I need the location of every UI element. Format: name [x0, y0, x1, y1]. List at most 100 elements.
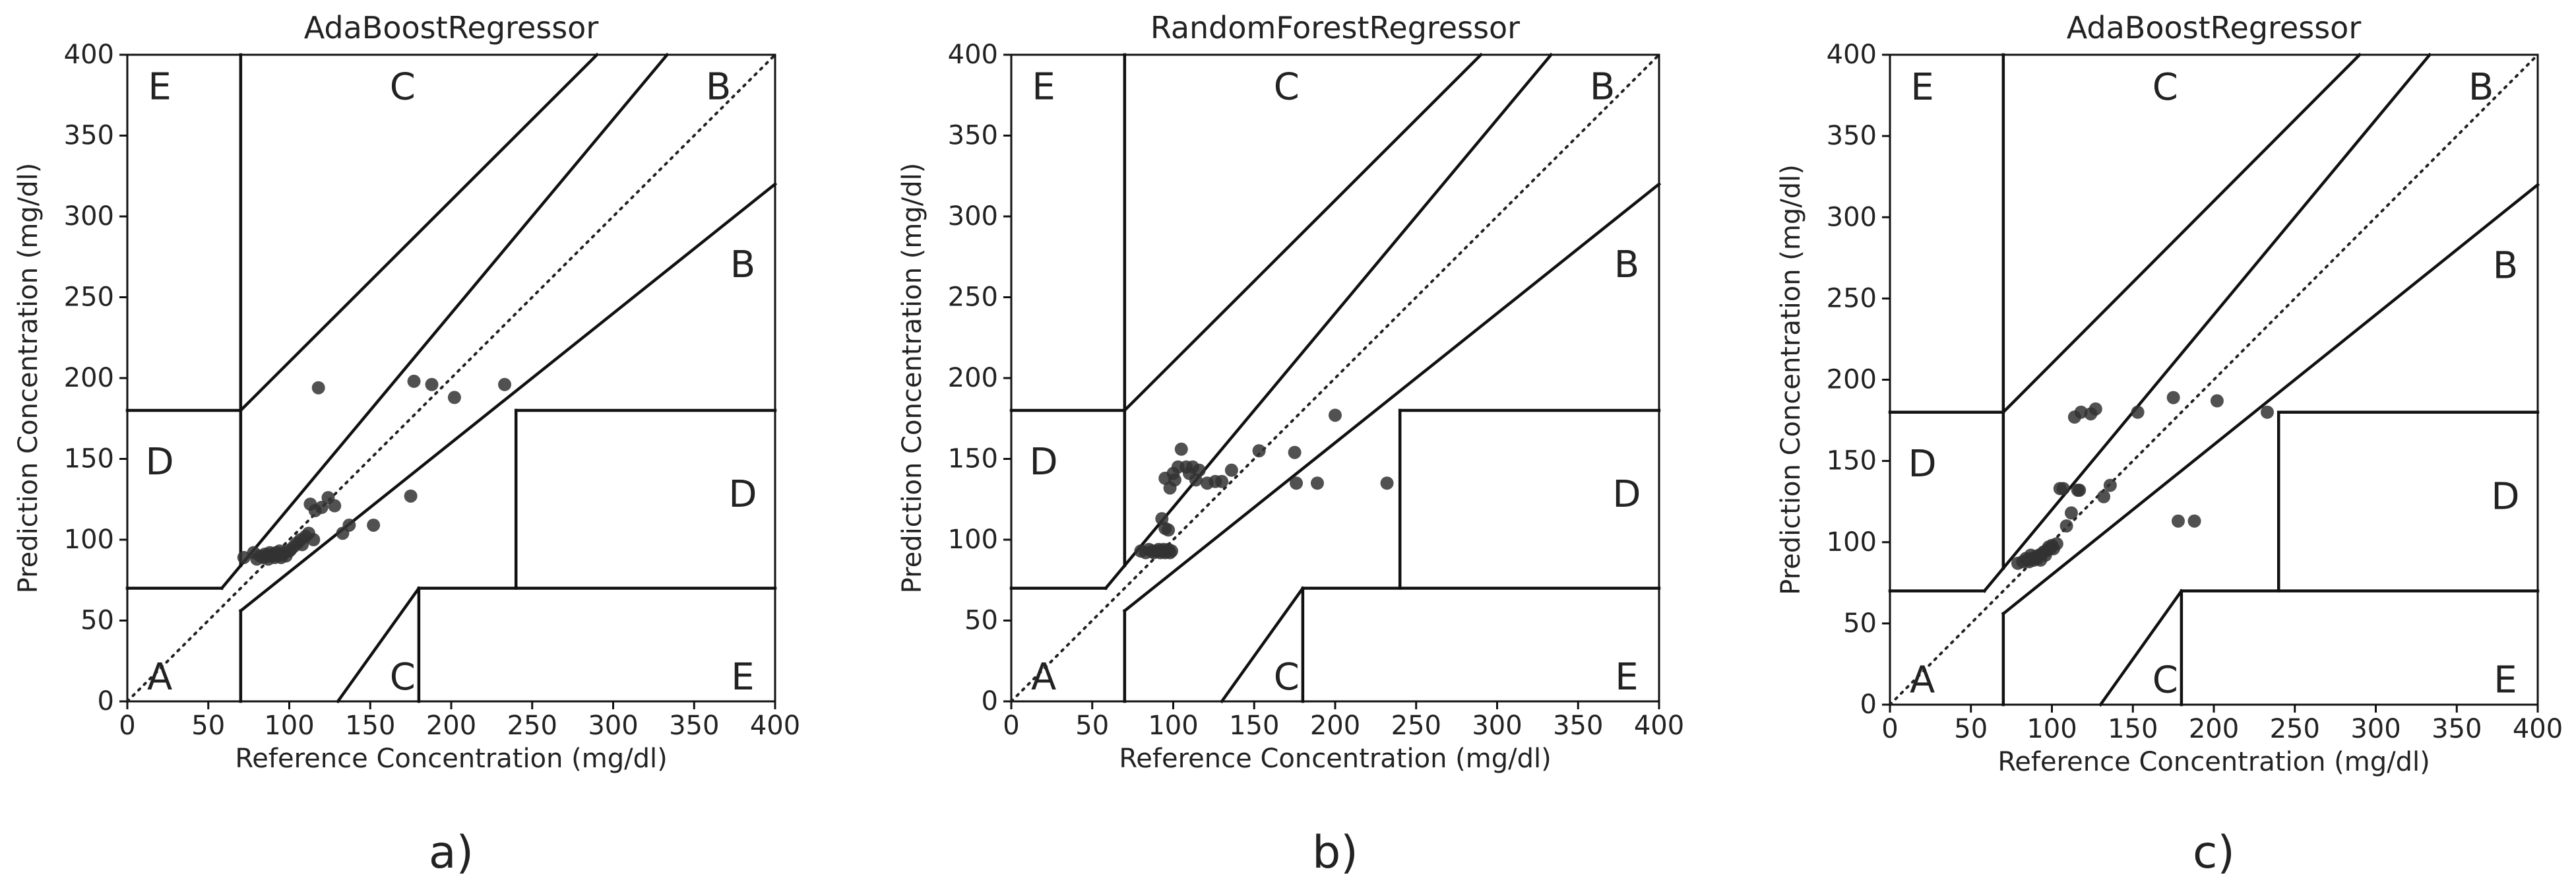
y-tick-label: 250 — [64, 282, 114, 313]
zone-b-upper-label: B — [2468, 66, 2494, 109]
y-tick-label: 400 — [1827, 40, 1877, 70]
zone-b-lower-label: B — [730, 243, 755, 286]
data-point — [1165, 544, 1179, 558]
x-tick-label: 250 — [507, 711, 557, 741]
zone-e-lower-label: E — [731, 656, 754, 699]
data-point — [1252, 444, 1266, 458]
zone-boundary-line — [2001, 52, 2362, 414]
x-tick-label: 200 — [426, 711, 476, 741]
data-point — [2064, 506, 2078, 520]
panel-caption: a) — [429, 827, 474, 879]
zone-d-right-label: D — [2491, 475, 2519, 518]
zone-boundary-line — [1982, 565, 2006, 593]
panel-caption: c) — [2193, 827, 2235, 879]
x-tick-label: 250 — [2270, 714, 2320, 744]
zone-e-upper-label: E — [1032, 66, 1055, 109]
zone-boundary-line — [238, 52, 670, 568]
zone-c-upper-label: C — [390, 66, 416, 109]
y-tick-label: 350 — [1827, 121, 1877, 151]
data-point — [2103, 478, 2117, 492]
y-tick-label: 150 — [1827, 446, 1877, 476]
zone-c-upper-label: C — [2152, 66, 2178, 109]
zone-boundary-line — [1104, 563, 1127, 591]
zone-a-label: A — [147, 656, 172, 699]
y-tick-label: 250 — [948, 282, 998, 313]
x-tick-label: 350 — [669, 711, 719, 741]
chart-title: AdaBoostRegressor — [2067, 10, 2362, 46]
x-tick-label: 200 — [1310, 711, 1360, 741]
clarke-error-grid-chart-2: A B B C C D D E E 0 50 100 150 200 250 300 350 400 0 50 100 1… — [897, 10, 1684, 879]
y-tick-label: 250 — [1827, 283, 1877, 313]
data-point — [2210, 394, 2224, 408]
zone-a-label: A — [1031, 656, 1056, 699]
data-point — [328, 499, 342, 513]
zone-d-right-label: D — [728, 473, 757, 516]
y-tick-label: 350 — [948, 121, 998, 151]
y-tick-label: 200 — [64, 363, 114, 393]
x-tick-label: 350 — [1553, 711, 1603, 741]
x-axis-label: Reference Concentration (mg/dl) — [1119, 744, 1551, 774]
x-tick-label: 0 — [1003, 711, 1019, 741]
x-tick-label: 100 — [264, 711, 314, 741]
zone-e-upper-label: E — [148, 66, 171, 109]
data-point — [2166, 391, 2180, 404]
y-tick-label: 100 — [948, 525, 998, 555]
zone-boundary-line — [2098, 589, 2184, 707]
identity-line — [126, 53, 776, 703]
data-point — [1192, 463, 1206, 477]
zone-b-lower-label: B — [2493, 245, 2518, 288]
zone-d-left-label: D — [1908, 443, 1937, 486]
data-point — [1290, 476, 1304, 490]
y-tick-label: 200 — [1827, 365, 1877, 395]
zone-b-upper-label: B — [706, 66, 731, 109]
data-point — [1329, 408, 1342, 422]
y-axis-label: Prediction Concentration (mg/dl) — [1776, 164, 1806, 595]
zone-boundary-line — [1122, 52, 1554, 568]
data-point — [2074, 405, 2088, 419]
y-tick-label: 50 — [1843, 608, 1877, 639]
y-tick-label: 300 — [948, 201, 998, 232]
zone-boundary-line — [1220, 586, 1305, 704]
chart-title: AdaBoostRegressor — [304, 10, 599, 46]
x-tick-label: 350 — [2432, 714, 2482, 744]
x-tick-label: 400 — [2513, 714, 2563, 744]
y-tick-label: 0 — [1860, 689, 1877, 720]
y-tick-label: 200 — [948, 363, 998, 393]
zone-d-left-label: D — [146, 441, 174, 484]
y-tick-label: 100 — [64, 525, 114, 555]
zone-b-upper-label: B — [1590, 66, 1615, 109]
data-point — [2059, 519, 2073, 533]
zone-boundary-line — [238, 181, 778, 613]
data-point — [237, 550, 251, 564]
zone-boundary-line — [2001, 182, 2540, 616]
data-point — [498, 377, 512, 391]
data-point — [342, 518, 356, 532]
y-axis-label: Prediction Concentration (mg/dl) — [13, 163, 44, 594]
y-tick-label: 400 — [948, 40, 998, 70]
zone-a-label: A — [1910, 659, 1935, 702]
zone-d-right-label: D — [1612, 473, 1641, 516]
x-axis-label: Reference Concentration (mg/dl) — [235, 744, 667, 774]
x-tick-label: 0 — [119, 711, 135, 741]
data-point — [2056, 482, 2070, 496]
clarke-error-grid-chart-1: A B B C C D D E E 0 50 100 150 200 250 300 350 400 0 50 100 1… — [13, 10, 800, 879]
y-tick-label: 0 — [98, 686, 114, 717]
x-tick-label: 150 — [1229, 711, 1279, 741]
y-tick-label: 0 — [982, 686, 998, 717]
y-tick-label: 50 — [964, 606, 998, 636]
x-tick-label: 150 — [345, 711, 395, 741]
data-point — [2171, 514, 2185, 528]
zone-b-lower-label: B — [1614, 243, 1639, 286]
data-point — [407, 374, 421, 388]
data-point — [1174, 442, 1188, 456]
x-tick-label: 150 — [2108, 714, 2158, 744]
zone-boundary-line — [238, 52, 600, 413]
data-point — [447, 391, 461, 404]
zone-boundary-line — [220, 563, 243, 591]
identity-line — [1010, 53, 1660, 703]
zone-boundary-line — [1122, 181, 1662, 613]
zone-e-upper-label: E — [1910, 66, 1933, 109]
x-tick-label: 300 — [588, 711, 638, 741]
zone-e-lower-label: E — [2494, 659, 2517, 702]
